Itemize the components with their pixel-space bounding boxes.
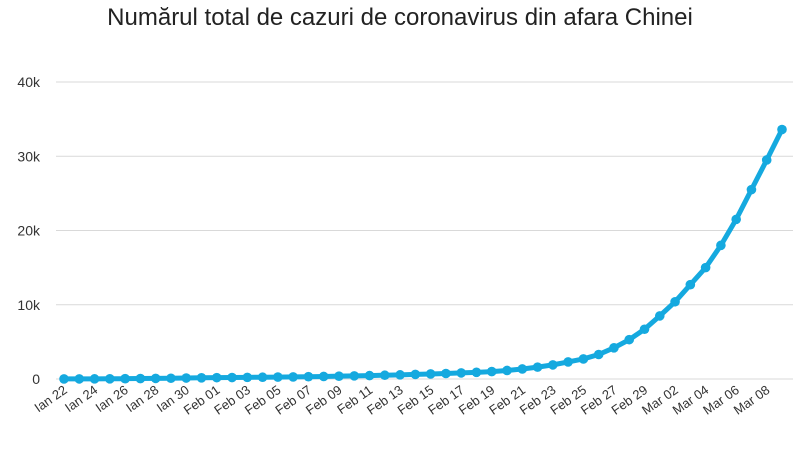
y-tick-label: 0	[32, 371, 40, 387]
data-point	[578, 354, 589, 364]
x-tick-label: Ian 22	[31, 382, 69, 415]
data-point	[593, 349, 604, 360]
data-point	[777, 124, 787, 135]
y-tick-label: 20k	[17, 223, 41, 239]
data-point	[273, 372, 283, 382]
data-point	[441, 368, 451, 379]
data-point	[746, 184, 757, 195]
data-point	[74, 374, 85, 384]
plot-area	[59, 124, 787, 384]
y-axis-ticks: 0 10k 20k 30k 40k	[17, 74, 41, 387]
data-point	[395, 370, 405, 380]
y-tick-label: 10k	[17, 297, 41, 313]
data-point	[135, 373, 146, 384]
data-point	[318, 371, 329, 382]
y-tick-label: 30k	[17, 148, 41, 164]
data-point	[563, 357, 573, 367]
data-point	[150, 373, 161, 384]
data-point	[700, 262, 711, 273]
data-point	[181, 373, 192, 383]
data-point	[196, 373, 207, 383]
y-tick-label: 40k	[17, 74, 41, 90]
gridlines	[56, 81, 793, 380]
data-point	[731, 214, 741, 225]
series-line	[61, 127, 785, 382]
chart-title: Numărul total de cazuri de coronavirus d…	[107, 4, 693, 31]
data-point	[89, 374, 100, 384]
x-tick-label: Ian 24	[62, 382, 100, 415]
data-point	[257, 372, 268, 383]
data-point	[303, 371, 314, 382]
data-point	[624, 334, 635, 345]
data-point	[334, 371, 344, 381]
data-point	[456, 368, 466, 378]
data-point	[654, 311, 665, 321]
data-point	[410, 369, 421, 380]
data-point	[517, 364, 528, 374]
data-point	[548, 360, 558, 370]
data-point	[685, 279, 696, 290]
data-point	[120, 373, 130, 384]
data-point	[349, 371, 360, 381]
data-point	[242, 372, 253, 383]
data-point	[166, 373, 176, 384]
data-point	[288, 372, 298, 382]
data-point	[105, 374, 115, 384]
data-point	[502, 365, 512, 376]
data-point	[609, 343, 619, 353]
data-point	[670, 296, 680, 307]
data-point	[380, 370, 390, 381]
data-point	[471, 367, 482, 378]
data-point	[227, 372, 237, 383]
data-point	[486, 366, 497, 377]
data-point	[639, 324, 650, 335]
data-point	[59, 374, 69, 384]
data-point	[364, 370, 375, 381]
data-point	[211, 372, 222, 383]
x-tick-label: Ian 28	[123, 382, 161, 415]
data-point	[716, 240, 726, 251]
data-point	[425, 369, 436, 379]
data-point	[532, 362, 543, 372]
x-tick-label: Ian 26	[93, 382, 131, 415]
data-point	[761, 155, 772, 165]
